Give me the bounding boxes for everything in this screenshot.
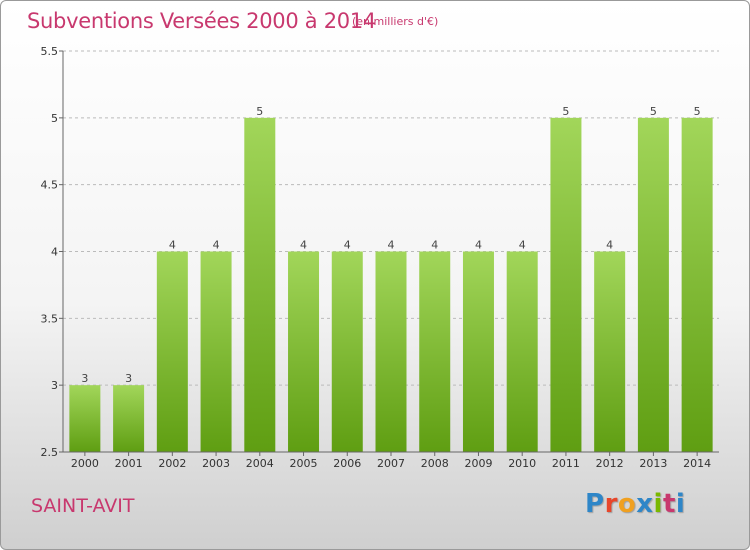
bar-2006 — [331, 251, 363, 452]
x-tick-label-2002: 2002 — [158, 457, 186, 470]
commune-name: SAINT-AVIT — [31, 495, 135, 517]
data-label-2000: 3 — [81, 372, 88, 385]
logo-letter: r — [604, 489, 618, 519]
bar-2003 — [200, 251, 232, 452]
x-tick-label-2007: 2007 — [377, 457, 405, 470]
y-tick-label: 5.5 — [41, 45, 59, 58]
bar-2014 — [681, 117, 713, 452]
bar-2001 — [113, 385, 145, 452]
x-tick-label-2000: 2000 — [71, 457, 99, 470]
x-tick-label-2010: 2010 — [508, 457, 536, 470]
bar-2007 — [375, 251, 407, 452]
data-label-2014: 5 — [694, 105, 701, 118]
bar-2008 — [419, 251, 451, 452]
bar-2002 — [156, 251, 188, 452]
proxiti-logo[interactable]: Proxiti — [585, 489, 685, 519]
data-label-2003: 4 — [213, 239, 220, 252]
x-tick-label-2009: 2009 — [464, 457, 492, 470]
logo-letter: P — [585, 489, 605, 519]
y-tick-label: 2.5 — [41, 446, 59, 459]
bar-2005 — [288, 251, 320, 452]
data-label-2007: 4 — [388, 239, 395, 252]
y-tick-label: 4 — [51, 246, 58, 259]
data-label-2013: 5 — [650, 105, 657, 118]
data-label-2009: 4 — [475, 239, 482, 252]
logo-letter: i — [653, 489, 663, 519]
bar-2004 — [244, 117, 276, 452]
bars: 3 3 4 4 5 4 4 4 4 4 4 5 4 5 5 — [69, 105, 713, 452]
y-tick-label: 3.5 — [41, 312, 59, 325]
x-tick-label-2005: 2005 — [290, 457, 318, 470]
logo-letter: i — [675, 489, 686, 519]
y-tick-label: 3 — [51, 379, 58, 392]
x-tick-label-2001: 2001 — [115, 457, 143, 470]
bar-2009 — [462, 251, 494, 452]
bar-2011 — [550, 117, 582, 452]
bar-2013 — [637, 117, 669, 452]
x-tick-label-2008: 2008 — [421, 457, 449, 470]
x-tick-label-2013: 2013 — [639, 457, 667, 470]
x-tick-label-2006: 2006 — [333, 457, 361, 470]
bar-2012 — [594, 251, 626, 452]
chart-subtitle: (en milliers d'€) — [352, 15, 439, 28]
bar-2010 — [506, 251, 538, 452]
data-label-2006: 4 — [344, 239, 351, 252]
axes: 2.5 3 3.5 4 4.5 5 5.5 2000 2001 2002 2003 2004 2005 2… — [41, 45, 719, 470]
x-tick-label-2014: 2014 — [683, 457, 711, 470]
x-tick-label-2012: 2012 — [596, 457, 624, 470]
y-tick-label: 4.5 — [41, 179, 59, 192]
data-label-2011: 5 — [562, 105, 569, 118]
data-label-2005: 4 — [300, 239, 307, 252]
bar-2000 — [69, 385, 101, 452]
data-label-2012: 4 — [606, 239, 613, 252]
x-tick-label-2011: 2011 — [552, 457, 580, 470]
x-tick-label-2004: 2004 — [246, 457, 274, 470]
logo-letter: o — [617, 489, 637, 519]
data-label-2001: 3 — [125, 372, 132, 385]
data-label-2002: 4 — [169, 239, 176, 252]
x-tick-label-2003: 2003 — [202, 457, 230, 470]
logo-letter: x — [636, 489, 654, 519]
data-label-2004: 5 — [256, 105, 263, 118]
data-label-2010: 4 — [519, 239, 526, 252]
y-tick-label: 5 — [51, 112, 58, 125]
data-label-2008: 4 — [431, 239, 438, 252]
chart-title: Subventions Versées 2000 à 2014 — [27, 9, 376, 33]
logo-letter: t — [662, 489, 676, 519]
